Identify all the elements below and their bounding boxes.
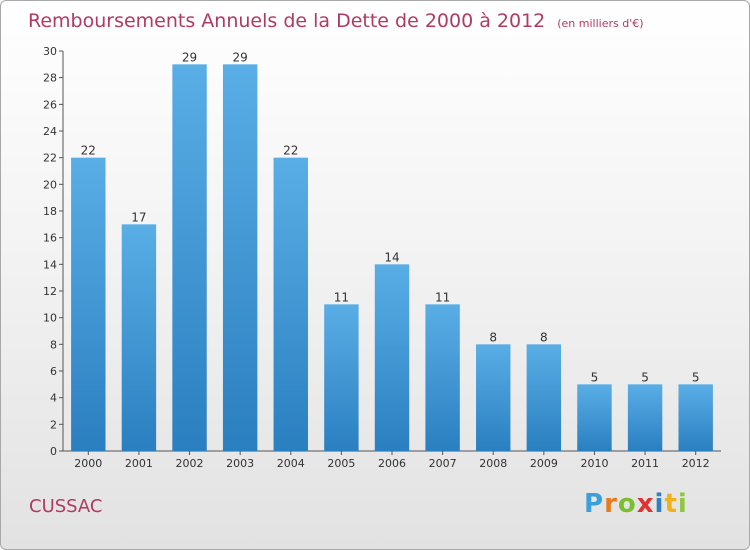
y-tick-label: 14 [43,258,57,271]
y-tick-label: 4 [50,392,57,405]
bar-2004 [273,157,308,451]
y-tick-label: 24 [43,125,57,138]
bar-2006 [374,264,410,451]
commune-name: CUSSAC [29,496,103,517]
bar-2012 [678,384,713,451]
x-tick-label: 2012 [682,457,710,470]
data-label-2001: 17 [131,210,146,224]
bar-2007 [425,304,460,451]
bar-2003 [222,64,258,452]
bar-2000 [71,157,106,451]
x-tick-label: 2003 [226,457,254,470]
bars [71,64,713,452]
bar-2010 [577,384,612,451]
data-label-2010: 5 [591,370,599,384]
y-tick-label: 0 [50,445,57,458]
proxiti-logo: Proxiti [584,489,688,519]
y-tick-label: 12 [43,285,57,298]
y-tick-label: 10 [43,312,57,325]
y-tick-label: 16 [43,232,57,245]
y-tick-label: 8 [50,338,57,351]
x-tick-label: 2002 [176,457,204,470]
y-tick-label: 2 [50,418,57,431]
x-tick-label: 2010 [580,457,608,470]
data-label-2003: 29 [233,50,248,64]
y-tick-label: 28 [43,72,57,85]
bar-2002 [172,64,207,452]
data-label-2011: 5 [641,370,649,384]
x-tick-label: 2007 [429,457,457,470]
data-label-2004: 22 [283,144,298,158]
data-label-2005: 11 [334,290,349,304]
x-tick-label: 2008 [479,457,507,470]
chart-unit: (en milliers d'€) [557,17,644,30]
bar-2005 [324,304,359,451]
x-tick-label: 2000 [74,457,102,470]
data-labels: 22 17 29 29 22 11 14 11 8 8 5 5 5 [81,50,700,384]
y-tick-label: 22 [43,152,57,165]
bar-2008 [476,344,511,451]
y-tick-label: 6 [50,365,57,378]
chart-title-text: Remboursements Annuels de la Dette de 20… [28,10,546,32]
x-tick-label: 2001 [125,457,153,470]
data-label-2007: 11 [435,290,450,304]
x-tick-label: 2005 [327,457,355,470]
x-tick-label: 2011 [631,457,659,470]
chart-title: Remboursements Annuels de la Dette de 20… [28,10,644,32]
x-tick-label: 2004 [277,457,305,470]
data-label-2012: 5 [692,370,700,384]
y-tick-label: 26 [43,98,57,111]
data-label-2009: 8 [540,330,548,344]
data-label-2000: 22 [81,144,96,158]
data-label-2008: 8 [489,330,497,344]
x-tick-label: 2009 [530,457,558,470]
data-label-2002: 29 [182,50,197,64]
y-tick-label: 30 [43,45,57,58]
bar-2001 [121,224,157,451]
x-tick-label: 2006 [378,457,406,470]
data-label-2006: 14 [384,250,399,264]
y-tick-label: 18 [43,205,57,218]
bar-2009 [526,344,562,451]
bar-2011 [627,384,663,451]
y-tick-label: 20 [43,178,57,191]
